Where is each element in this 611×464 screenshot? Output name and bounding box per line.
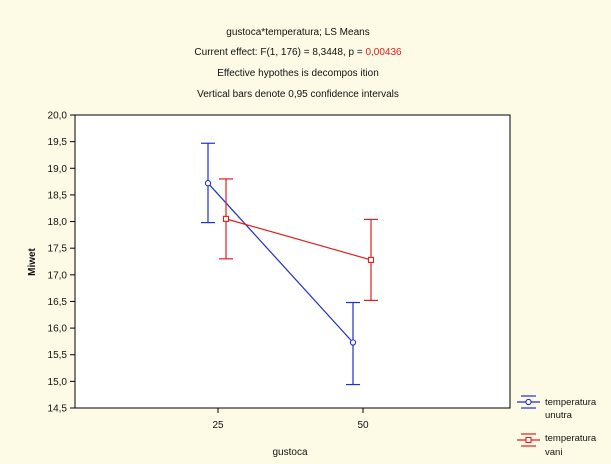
x-axis-label: gustoca <box>272 447 307 458</box>
x-tick-label: 50 <box>357 420 369 431</box>
y-tick-label: 19,5 <box>48 137 68 148</box>
y-axis-ticks: 20,0 19,5 19,0 18,5 18,0 17,5 17,0 16,5 16,0 15,5… <box>48 111 75 415</box>
x-axis-ticks: 25 50 <box>212 408 369 431</box>
data-point <box>204 180 212 187</box>
series-unutra <box>201 142 360 386</box>
data-point <box>367 256 375 263</box>
legend-item-vani: temperatura vani <box>517 433 597 458</box>
legend-label-unutra-line2: unutra <box>545 410 573 421</box>
y-tick-label: 15,5 <box>48 350 68 361</box>
chart-title: gustoca*temperatura; LS Means <box>226 27 369 38</box>
y-tick-label: 16,0 <box>48 324 68 335</box>
data-point <box>222 215 230 222</box>
y-tick-label: 14,5 <box>48 404 68 415</box>
series-line <box>207 182 354 343</box>
legend-swatch-vani-marker <box>525 436 532 444</box>
chart-effect-line: Current effect: F(1, 176) = 8,3448, p = … <box>194 47 402 58</box>
plot-frame <box>74 114 511 409</box>
data-point <box>349 339 357 346</box>
y-tick-label: 17,0 <box>48 270 68 281</box>
y-tick-label: 16,5 <box>48 297 68 308</box>
legend-swatch-unutra-marker <box>525 398 532 406</box>
series-vani <box>219 178 378 301</box>
y-tick-label: 15,0 <box>48 377 68 388</box>
series-layer <box>201 142 378 386</box>
y-tick-label: 19,0 <box>48 164 68 175</box>
y-tick-label: 20,0 <box>48 111 68 122</box>
chart-subtitle-hypothesis: Effective hypothes is decompos ition <box>217 68 379 79</box>
effect-text: Current effect: F(1, 176) = 8,3448, p = <box>194 47 365 58</box>
effect-p-value: 0,00436 <box>365 47 402 58</box>
legend: temperatura unutra temperatura vani <box>517 395 597 458</box>
y-tick-label: 17,5 <box>48 244 68 255</box>
y-axis-label: Miwet <box>27 247 38 275</box>
chart-subtitle-ci: Vertical bars denote 0,95 confidence int… <box>197 89 399 100</box>
legend-item-unutra: temperatura unutra <box>517 395 597 421</box>
series-line <box>225 218 372 261</box>
y-tick-label: 18,5 <box>48 190 68 201</box>
y-tick-label: 18,0 <box>48 217 68 228</box>
legend-label-vani-line1: temperatura <box>545 433 597 444</box>
x-tick-label: 25 <box>212 420 224 431</box>
legend-label-vani-line2: vani <box>545 447 562 458</box>
legend-label-unutra-line1: temperatura <box>545 397 597 408</box>
